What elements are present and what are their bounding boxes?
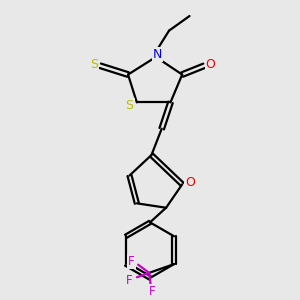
Text: F: F xyxy=(128,255,135,268)
Text: O: O xyxy=(206,58,215,71)
Text: S: S xyxy=(90,58,98,71)
Text: O: O xyxy=(185,176,195,189)
Text: N: N xyxy=(153,48,162,61)
Text: F: F xyxy=(149,285,155,298)
Text: S: S xyxy=(125,99,134,112)
Text: F: F xyxy=(126,274,133,287)
